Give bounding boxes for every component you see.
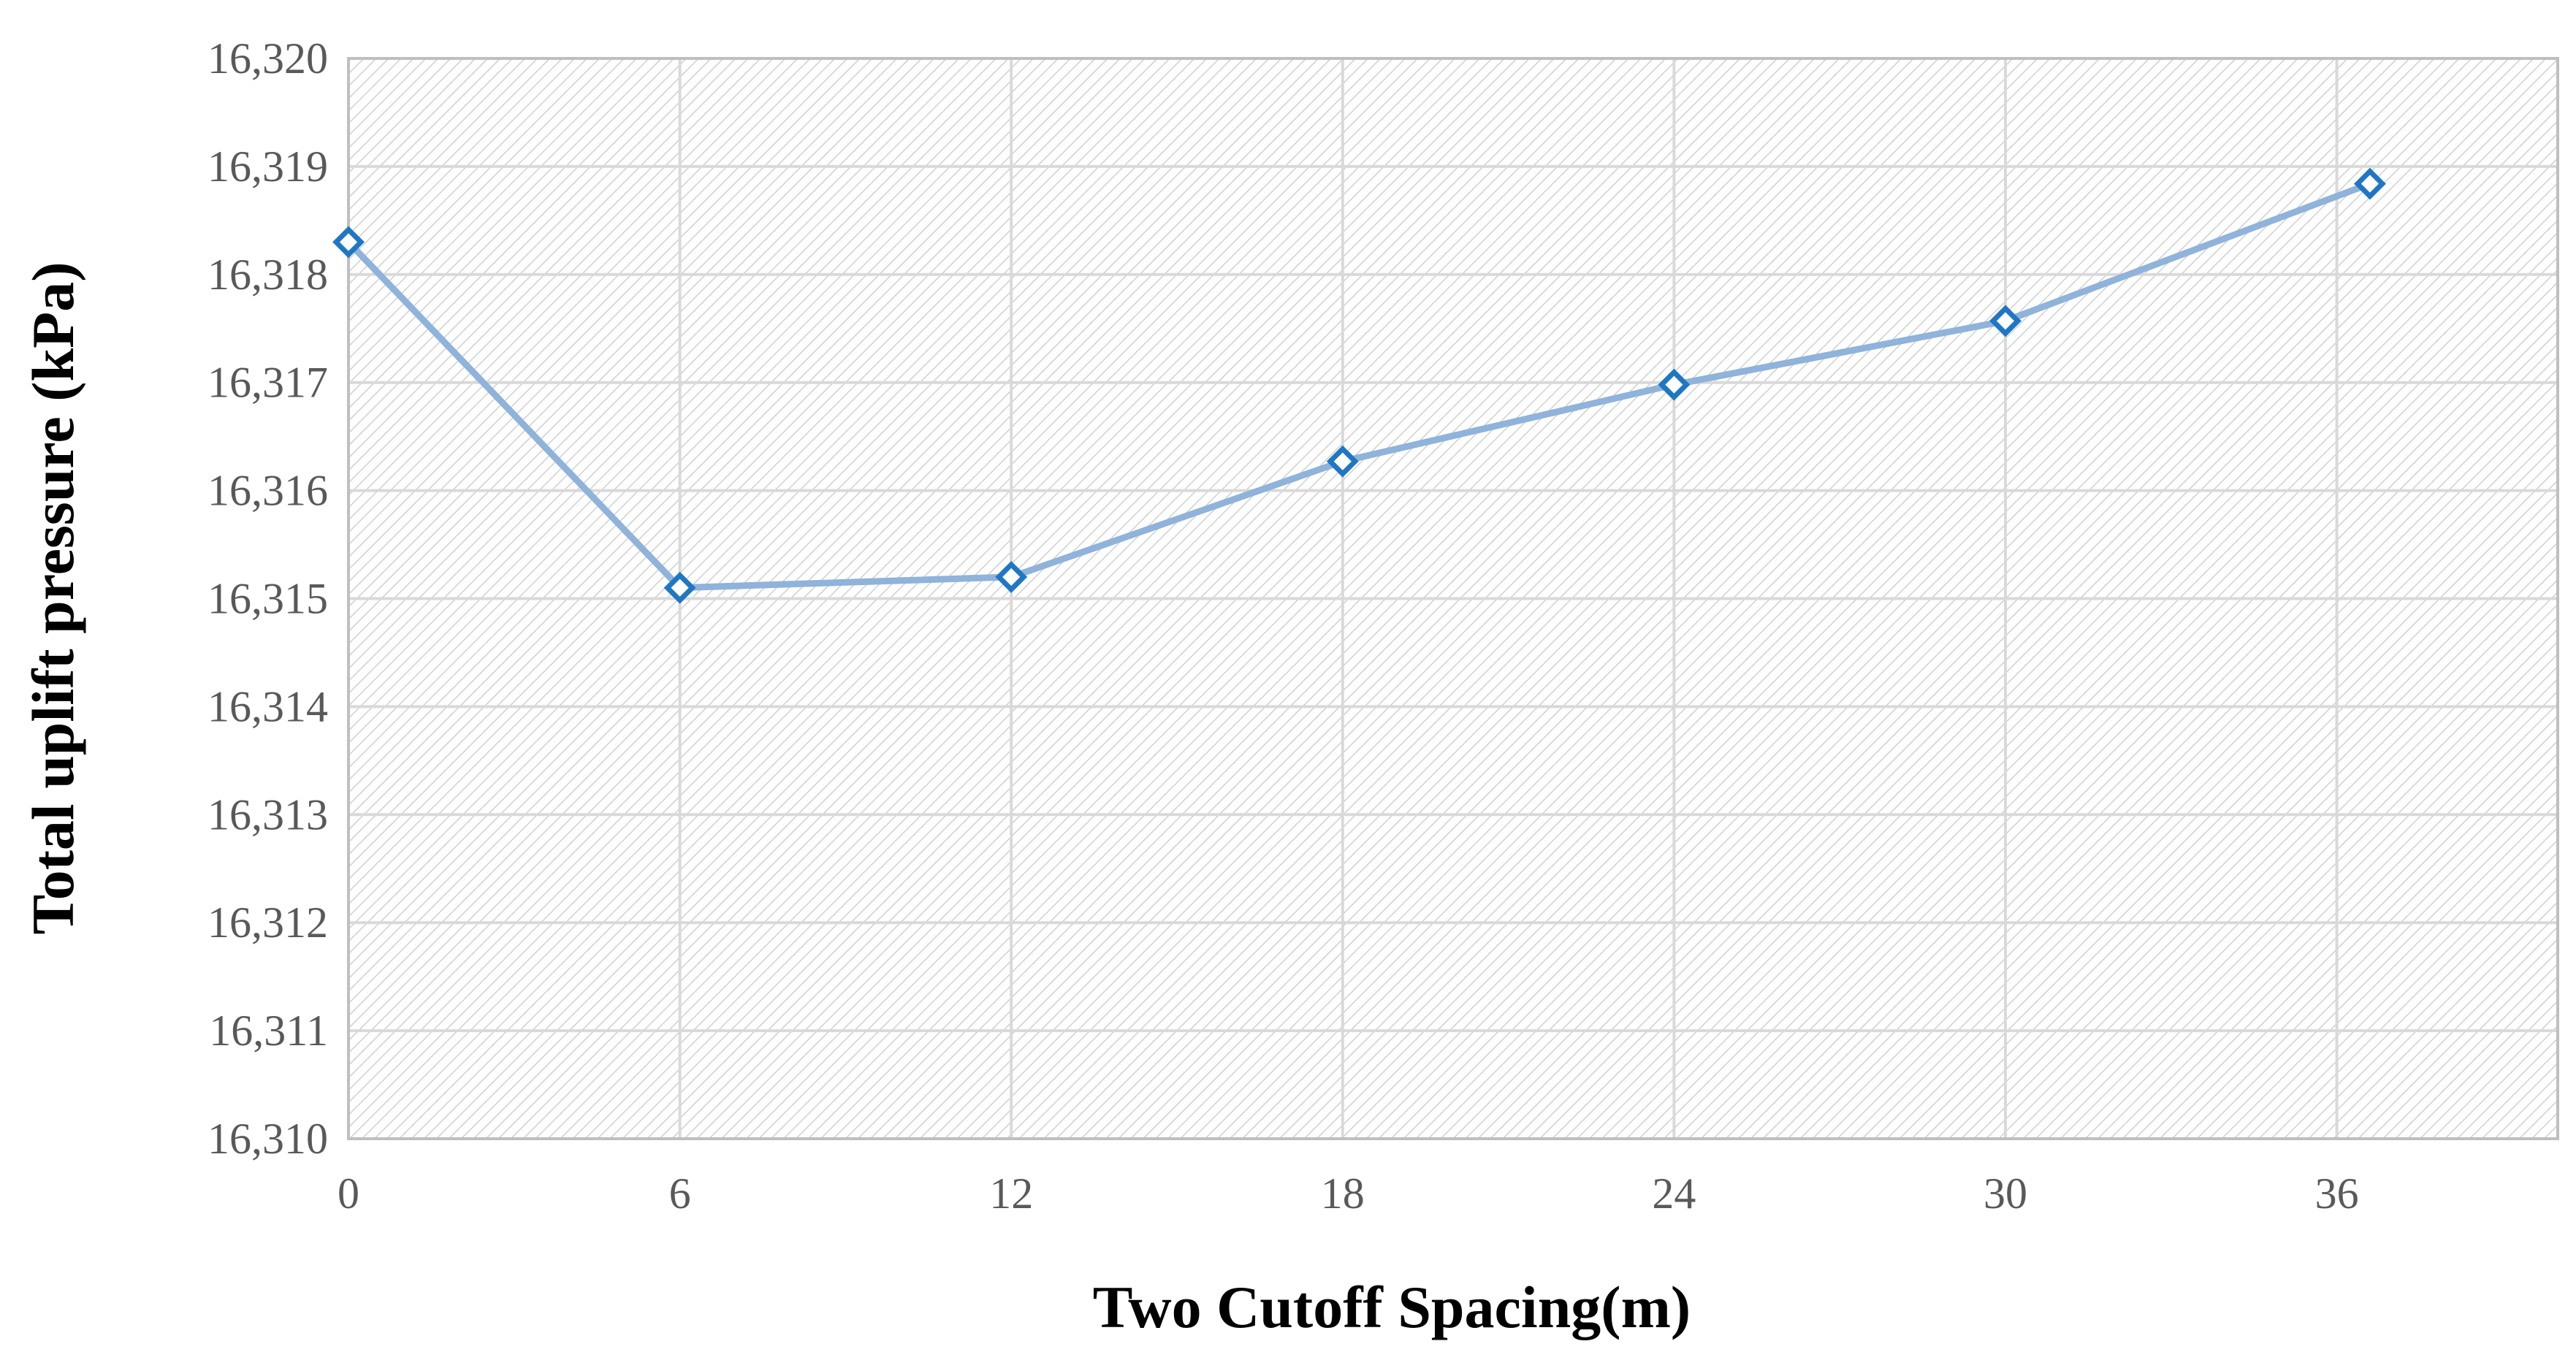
x-axis-title: Two Cutoff Spacing(m) [1093,1274,1691,1340]
y-axis-title: Total uplift pressure (kPa) [20,261,86,934]
y-tick-label: 16,311 [209,1007,328,1055]
data-point [1326,445,1359,478]
y-tick-labels: 16,310 16,311 16,312 16,313 16,314 16,315 16,3… [207,34,328,1163]
data-point [332,226,365,259]
data-point [2354,167,2386,200]
x-tick-labels: 0 6 12 18 24 30 36 [338,1169,2359,1218]
x-tick-label: 6 [669,1169,691,1218]
y-tick-label: 16,315 [207,575,328,623]
y-tick-label: 16,310 [207,1115,328,1163]
x-tick-label: 24 [1652,1169,1696,1218]
y-tick-label: 16,313 [207,790,328,839]
y-tick-label: 16,316 [207,467,328,515]
x-tick-label: 12 [989,1169,1033,1218]
data-point [1989,305,2021,337]
y-tick-label: 16,314 [207,682,328,730]
y-tick-label: 16,319 [207,142,328,191]
data-point [663,571,696,604]
x-tick-label: 30 [1984,1169,2027,1218]
data-series [332,167,2386,604]
data-point [1658,368,1691,401]
y-tick-label: 16,317 [207,359,328,407]
y-tick-label: 16,320 [207,34,328,83]
y-tick-label: 16,312 [207,898,328,947]
plot-border [347,57,2559,1140]
y-tick-label: 16,318 [207,251,328,299]
data-point [995,560,1028,593]
x-tick-label: 36 [2315,1169,2359,1218]
x-tick-label: 0 [338,1169,359,1218]
x-tick-label: 18 [1321,1169,1365,1218]
